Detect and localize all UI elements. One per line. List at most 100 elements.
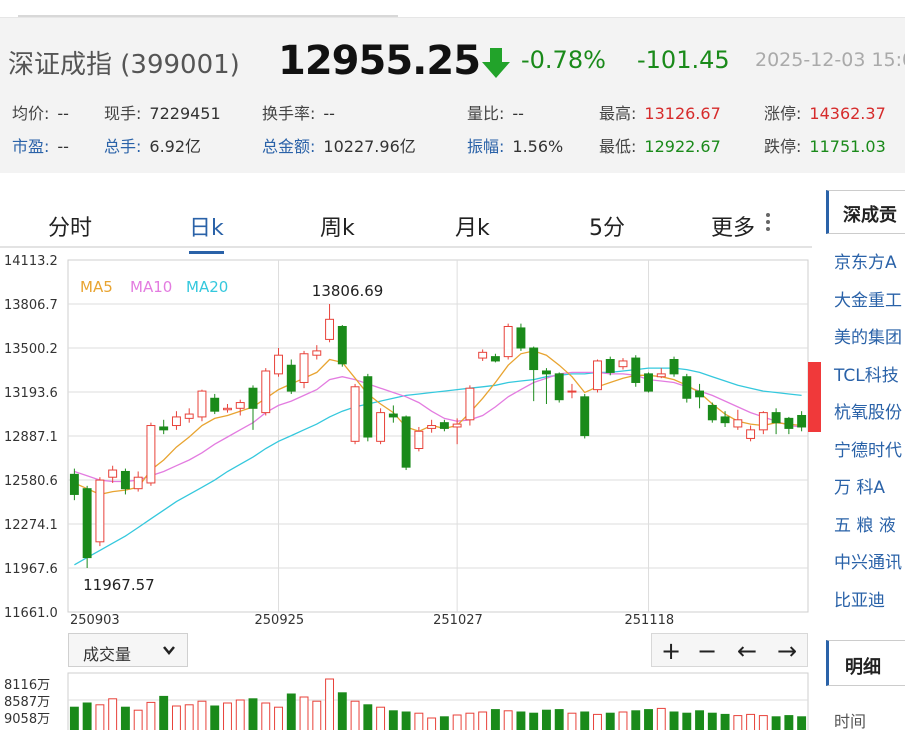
candle[interactable] — [465, 385, 475, 426]
candle-body — [376, 412, 386, 442]
candle[interactable] — [248, 385, 258, 430]
candle-body — [108, 469, 118, 478]
contributor-stock[interactable]: 大金重工 — [834, 290, 902, 311]
candle[interactable] — [376, 408, 386, 445]
candle-body — [427, 425, 437, 429]
volume-bar — [223, 702, 232, 730]
candle-body — [490, 356, 500, 362]
candle[interactable] — [529, 346, 539, 402]
candle[interactable] — [414, 426, 424, 452]
pan-left-button[interactable]: ← — [736, 637, 758, 665]
candle-body — [644, 373, 653, 392]
candle[interactable] — [427, 419, 437, 433]
tab-4[interactable]: 5分 — [589, 216, 625, 241]
candle[interactable] — [695, 383, 705, 409]
candle[interactable] — [210, 393, 220, 415]
collapse-handle[interactable] — [808, 362, 821, 432]
candle[interactable] — [720, 411, 730, 427]
candle[interactable] — [644, 372, 653, 393]
candle[interactable] — [771, 408, 781, 435]
detail-tab[interactable]: 明细 — [826, 640, 905, 686]
candle[interactable] — [541, 368, 551, 405]
candle[interactable] — [337, 325, 347, 367]
candle[interactable] — [682, 373, 692, 403]
contributor-stock[interactable]: 五 粮 液 — [834, 515, 896, 536]
candle[interactable] — [159, 419, 169, 435]
candle[interactable] — [108, 465, 118, 483]
candle[interactable] — [439, 419, 449, 432]
candle[interactable] — [95, 477, 105, 547]
stat-label: 最高: — [599, 104, 637, 123]
candlestick-chart[interactable]: 14113.2 13806.7 13500.2 13193.6 12887.1 12580… — [0, 255, 812, 625]
zoom-in-button[interactable]: + — [660, 637, 682, 665]
candle[interactable] — [580, 393, 590, 439]
volume-indicator-select[interactable]: 成交量 — [68, 633, 188, 667]
pan-right-button[interactable]: → — [776, 637, 798, 665]
stat-value: 14362.37 — [809, 104, 886, 123]
quote-datetime: 2025-12-03 15:0 — [755, 49, 905, 71]
candle[interactable] — [707, 402, 717, 423]
candle[interactable] — [197, 389, 207, 422]
volume-chart[interactable]: 8116万 8587万 9058万 — [0, 670, 812, 730]
candle[interactable] — [274, 348, 283, 377]
contributor-stock[interactable]: 万 科A — [834, 478, 886, 498]
current-price: 12955.25 — [278, 38, 481, 84]
candle[interactable] — [516, 323, 526, 351]
tab-3[interactable]: 月k — [455, 216, 490, 241]
contributor-stock[interactable]: 宁德时代 — [834, 440, 902, 461]
candle[interactable] — [69, 468, 79, 501]
tab-0[interactable]: 分时 — [48, 216, 93, 241]
candle[interactable] — [120, 468, 130, 495]
candle[interactable] — [478, 349, 488, 361]
candle[interactable] — [567, 383, 577, 399]
more-dots-icon[interactable] — [766, 213, 772, 235]
contributor-stock[interactable]: 美的集团 — [834, 328, 902, 348]
candle[interactable] — [325, 303, 335, 343]
stat-value: 6.92亿 — [149, 137, 202, 156]
candle[interactable] — [554, 372, 564, 403]
candle[interactable] — [758, 411, 768, 435]
candle[interactable] — [631, 355, 641, 387]
contributor-stock[interactable]: 京东方A — [834, 253, 897, 273]
candle[interactable] — [299, 350, 309, 389]
contributor-stock[interactable]: 比亚迪 — [834, 590, 885, 611]
candle[interactable] — [363, 373, 373, 442]
candle[interactable] — [452, 418, 462, 445]
candle[interactable] — [669, 356, 679, 377]
candle[interactable] — [784, 416, 794, 435]
candle[interactable] — [82, 485, 92, 568]
contributor-stock[interactable]: 中兴通讯 — [834, 553, 902, 573]
candle[interactable] — [746, 425, 756, 442]
candle[interactable] — [235, 399, 245, 416]
contributors-title[interactable]: 深成贡 — [826, 190, 905, 234]
candle[interactable] — [593, 359, 602, 393]
volume-bar — [299, 696, 309, 730]
candle[interactable] — [733, 409, 743, 430]
tab-5[interactable]: 更多 — [711, 216, 756, 241]
candle[interactable] — [490, 353, 500, 363]
candle[interactable] — [146, 422, 156, 486]
candle[interactable] — [388, 405, 398, 423]
y-tick-label: 14113.2 — [4, 255, 58, 269]
volume-bar — [784, 715, 794, 730]
candle[interactable] — [223, 404, 232, 413]
tab-1[interactable]: 日k — [189, 210, 224, 254]
candle[interactable] — [286, 359, 296, 394]
candle[interactable] — [261, 368, 271, 416]
contributor-stock[interactable]: 杭氧股份 — [834, 403, 902, 423]
candle[interactable] — [797, 411, 807, 432]
candle[interactable] — [605, 356, 615, 376]
tab-2[interactable]: 周k — [320, 216, 355, 241]
candle[interactable] — [133, 471, 143, 492]
candle[interactable] — [503, 323, 513, 360]
candle-body — [682, 376, 692, 399]
candle[interactable] — [171, 411, 181, 430]
candle[interactable] — [618, 358, 628, 370]
zoom-out-button[interactable]: − — [696, 637, 718, 665]
candle[interactable] — [184, 408, 194, 423]
candle[interactable] — [656, 368, 666, 379]
candle[interactable] — [312, 345, 322, 360]
contributor-stock[interactable]: TCL科技 — [834, 365, 899, 386]
candle[interactable] — [401, 415, 411, 471]
candle[interactable] — [350, 383, 360, 445]
